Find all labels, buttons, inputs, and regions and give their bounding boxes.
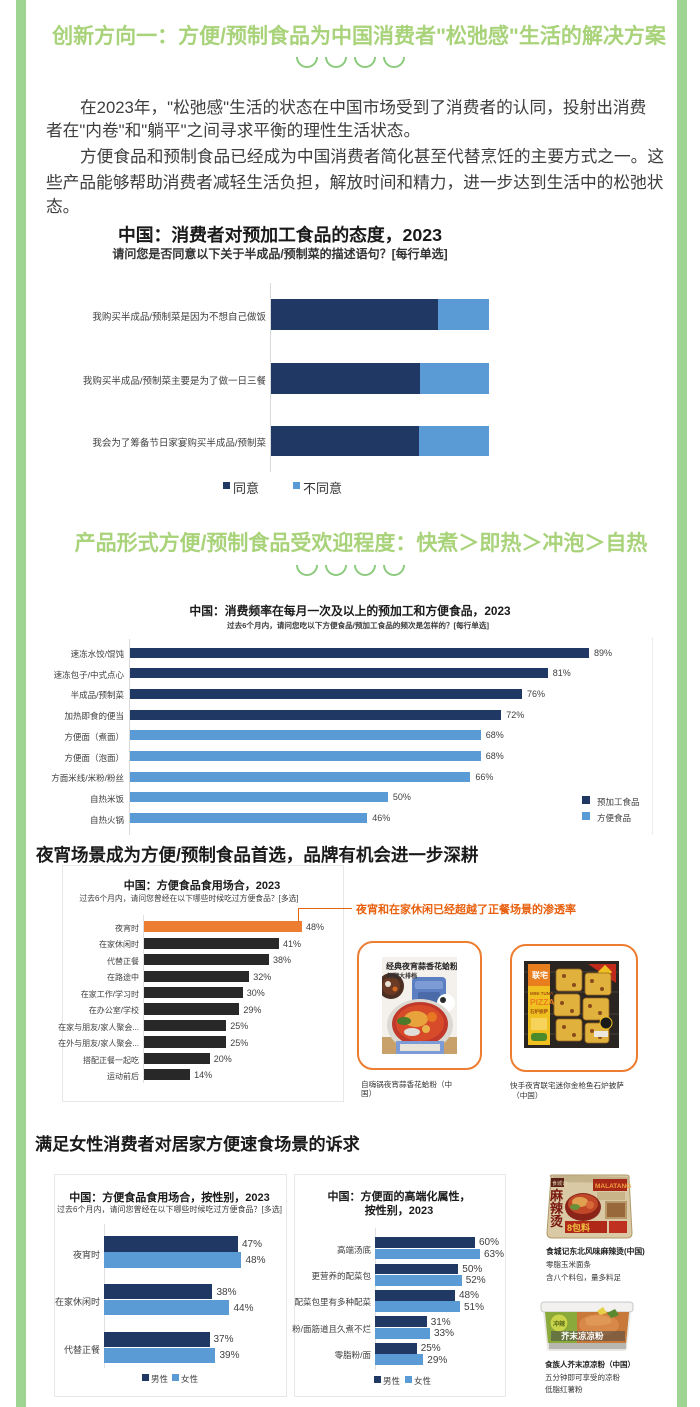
svg-text:MALATANG: MALATANG <box>595 1183 631 1190</box>
svg-text:联宅: 联宅 <box>532 970 548 980</box>
svg-text:MINI TUNA: MINI TUNA <box>530 991 554 996</box>
svg-text:麻: 麻 <box>549 1188 564 1203</box>
svg-text:冲辣: 冲辣 <box>553 1320 566 1328</box>
svg-text:鲜翻大排档: 鲜翻大排档 <box>387 972 417 980</box>
svg-text:石炉披萨: 石炉披萨 <box>529 1008 548 1015</box>
svg-text:烫: 烫 <box>550 1214 564 1229</box>
svg-text:经典夜宵蒜香花蛤粉: 经典夜宵蒜香花蛤粉 <box>386 961 457 971</box>
svg-text:食城记: 食城记 <box>552 1180 567 1187</box>
svg-text:8包料: 8包料 <box>567 1222 590 1233</box>
svg-text:PIZZA: PIZZA <box>530 997 555 1007</box>
svg-text:辣: 辣 <box>550 1201 564 1216</box>
svg-text:芥末凉凉粉: 芥末凉凉粉 <box>561 1331 604 1341</box>
